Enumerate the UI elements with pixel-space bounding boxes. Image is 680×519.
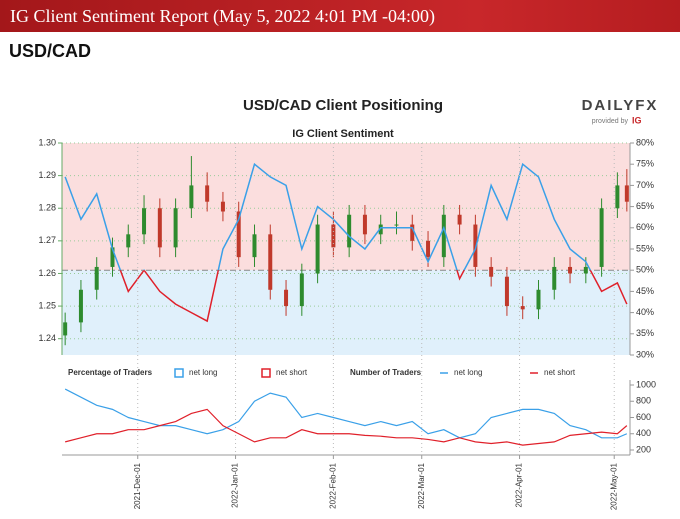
candle-body <box>252 234 257 258</box>
candle-body <box>615 185 620 209</box>
x-tick-label: 2021-Dec-01 <box>133 462 142 509</box>
y-tick-label: 600 <box>636 412 651 422</box>
candle-body <box>568 266 573 274</box>
y2-tick-label: 60% <box>636 222 654 232</box>
candle-body <box>362 214 367 235</box>
x-tick-label: 2022-Mar-01 <box>417 462 426 508</box>
legend-title: Percentage of Traders <box>68 368 153 377</box>
candle-body <box>157 208 162 248</box>
y2-tick-label: 50% <box>636 265 654 275</box>
candle-body <box>536 289 541 310</box>
y-tick-label: 1.26 <box>38 268 56 278</box>
candle-body <box>583 266 588 274</box>
candle-body <box>78 289 83 323</box>
candle-body <box>410 224 415 241</box>
candle-body <box>457 214 462 225</box>
candle-body <box>394 224 399 226</box>
candle-body <box>189 185 194 209</box>
y2-tick-label: 70% <box>636 180 654 190</box>
shading-above <box>62 143 630 271</box>
legend-label: net long <box>189 368 217 377</box>
shading-below <box>62 270 630 355</box>
candle-body <box>473 224 478 267</box>
pair-title: USD/CAD <box>9 41 92 61</box>
legend-title: Number of Traders <box>350 368 422 377</box>
x-tick-label: 2022-Feb-01 <box>328 462 337 508</box>
sentiment-line <box>119 270 628 323</box>
candle-body <box>426 240 431 258</box>
candle-body <box>347 214 352 248</box>
header: IG Client Sentiment Report (May 5, 2022 … <box>0 0 680 32</box>
candle-body <box>126 234 131 248</box>
candle-body <box>236 211 241 258</box>
y-tick-label: 200 <box>636 444 651 454</box>
candle-body <box>624 185 629 202</box>
x-tick-label: 2022-Apr-01 <box>515 462 524 507</box>
candle-body <box>205 185 210 202</box>
candle-body <box>63 322 68 336</box>
y2-tick-label: 55% <box>636 243 654 253</box>
candle-body <box>268 234 273 290</box>
y2-tick-label: 30% <box>636 349 654 359</box>
candle-body <box>599 208 604 267</box>
y-tick-label: 1.28 <box>38 203 56 213</box>
candle-body <box>220 201 225 212</box>
y2-tick-label: 45% <box>636 286 654 296</box>
y-tick-label: 1.24 <box>38 333 56 343</box>
candle-body <box>378 224 383 235</box>
sentiment-line <box>64 162 592 271</box>
y-tick-label: 1.25 <box>38 300 56 310</box>
candle-body <box>142 208 147 235</box>
candle-body <box>299 273 304 307</box>
y2-tick-label: 75% <box>636 159 654 169</box>
legend-label: net short <box>544 368 576 377</box>
candle-body <box>441 214 446 258</box>
y2-tick-label: 80% <box>636 137 654 147</box>
brand-logo: DAILYFX <box>582 97 659 114</box>
candle-body <box>315 224 320 274</box>
header-title: IG Client Sentiment Report (May 5, 2022 … <box>10 6 435 26</box>
x-tick-label: 2022-May-01 <box>609 462 618 510</box>
candle-body <box>173 208 178 248</box>
traders-line <box>64 388 628 439</box>
candle-body <box>94 266 99 290</box>
legend-label: net short <box>276 368 308 377</box>
y2-tick-label: 35% <box>636 328 654 338</box>
candle-body <box>504 276 509 307</box>
candle-body <box>489 266 494 277</box>
candle-body <box>552 266 557 290</box>
traders-line <box>65 408 628 446</box>
y-tick-label: 1.29 <box>38 170 56 180</box>
candle-body <box>520 306 525 310</box>
y-tick-label: 1.30 <box>38 137 56 147</box>
y-tick-label: 1000 <box>636 379 656 389</box>
x-tick-label: 2022-Jan-01 <box>231 462 240 507</box>
legend-box <box>174 368 184 378</box>
y-tick-label: 400 <box>636 428 651 438</box>
legend-box <box>261 368 271 378</box>
chart-subtitle: IG Client Sentiment <box>292 128 394 140</box>
y2-tick-label: 65% <box>636 201 654 211</box>
y-tick-label: 1.27 <box>38 235 56 245</box>
candle-body <box>110 247 115 267</box>
brand-provided: provided by <box>592 118 629 125</box>
y-tick-label: 800 <box>636 396 651 406</box>
candle-body <box>284 289 289 307</box>
brand-ig: IG <box>632 115 642 125</box>
chart-title: USD/CAD Client Positioning <box>243 97 443 114</box>
y2-tick-label: 40% <box>636 307 654 317</box>
legend-label: net long <box>454 368 482 377</box>
